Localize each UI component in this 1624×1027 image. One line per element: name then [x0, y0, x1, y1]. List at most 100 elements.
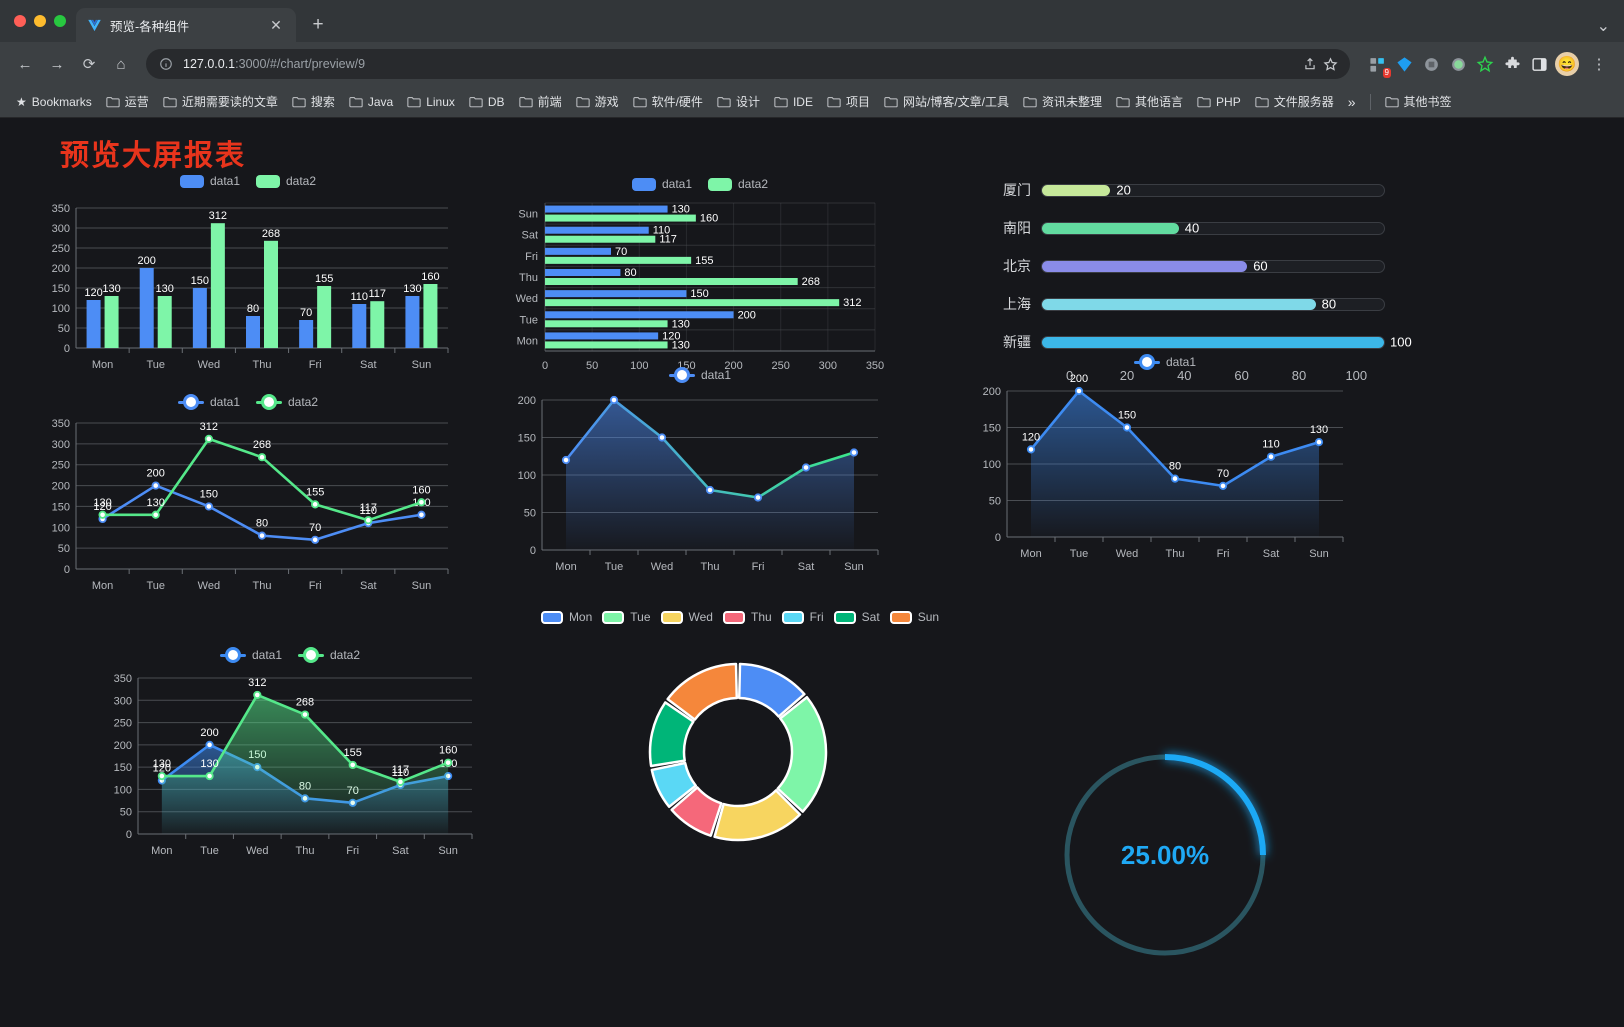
profile-avatar[interactable]: 😄: [1555, 52, 1579, 76]
bar-value-label: 268: [262, 228, 280, 240]
legend-item[interactable]: Wed: [660, 610, 713, 624]
clover-icon[interactable]: [1420, 53, 1442, 75]
legend-item[interactable]: Sat: [833, 610, 880, 624]
bookmark-item[interactable]: 网站/博客/文章/工具: [878, 90, 1015, 113]
back-button[interactable]: ←: [17, 55, 33, 73]
browser-tab[interactable]: 预览-各种组件 ✕: [76, 8, 296, 42]
legend-item[interactable]: Mon: [540, 610, 592, 624]
site-info-icon[interactable]: [158, 57, 173, 72]
legend-swatch: [889, 610, 912, 624]
data-point: [204, 502, 213, 511]
folder-icon: [518, 96, 533, 107]
bookmark-star-icon[interactable]: [1323, 56, 1338, 72]
bookmark-item[interactable]: 前端: [513, 90, 568, 113]
legend-item[interactable]: data1: [668, 368, 731, 382]
extensions-row: 9 😄 ⋮: [1360, 49, 1614, 79]
bookmark-item[interactable]: 近期需要读的文章: [157, 90, 284, 113]
x-tick-label: Mon: [151, 845, 172, 857]
sidepanel-icon[interactable]: [1528, 53, 1550, 75]
data-point: [801, 463, 811, 472]
progress-row[interactable]: 上海 80: [985, 294, 1385, 314]
bookmark-item[interactable]: 资讯未整理: [1017, 90, 1108, 113]
circle-green-icon[interactable]: [1447, 53, 1469, 75]
legend-item[interactable]: Thu: [722, 610, 772, 624]
home-button[interactable]: ⌂: [116, 55, 126, 73]
close-tab-button[interactable]: ✕: [270, 16, 282, 33]
legend-label: Sun: [917, 610, 940, 624]
chart-line-two-series[interactable]: data1 data2 0 50 100 150 200 250 300 350 Mon Tue W…: [28, 395, 468, 635]
new-tab-button[interactable]: +: [312, 14, 324, 35]
bookmark-item[interactable]: 设计: [711, 90, 766, 113]
legend-item[interactable]: data1: [179, 174, 240, 188]
chart-line-smooth[interactable]: data1 0 50 100 150 200 Mon Tue Wed Thu Fri Sat Sun: [500, 368, 900, 608]
data-point: [257, 531, 267, 540]
legend-item[interactable]: data1: [631, 177, 692, 191]
legend-swatch: [602, 610, 625, 624]
bookmarks-overflow-button[interactable]: »: [1347, 93, 1356, 110]
chart-area-single[interactable]: data1 0 50 100 150 200 Mon Tue Wed Thu Fri Sat Sun 1…: [965, 355, 1365, 595]
address-bar[interactable]: 127.0.0.1:3000/#/chart/preview/9: [146, 49, 1350, 79]
bookmark-item[interactable]: DB: [463, 92, 511, 112]
progress-row[interactable]: 厦门 20: [985, 180, 1385, 200]
line-smooth-plot: 0 50 100 150 200 Mon Tue Wed Thu Fri Sat Sun: [518, 395, 879, 573]
tab-list-chevron-icon[interactable]: ⌄: [1596, 18, 1610, 35]
bookmarks-label[interactable]: ★ Bookmarks: [10, 92, 98, 112]
data-point: [1074, 386, 1084, 396]
progress-row[interactable]: 北京 60: [985, 256, 1385, 276]
chart-donut[interactable]: Mon Tue Wed Thu Fri Sat Sun: [520, 610, 960, 900]
maximize-window-button[interactable]: [54, 15, 66, 27]
legend-item[interactable]: Sun: [889, 610, 940, 624]
legend-item[interactable]: data1: [177, 395, 240, 409]
bookmark-item[interactable]: 文件服务器: [1249, 90, 1340, 113]
legend-item[interactable]: Tue: [602, 610, 651, 624]
progress-row[interactable]: 南阳 40: [985, 218, 1385, 238]
x-tick-label: Thu: [701, 561, 720, 573]
browser-menu-button[interactable]: ⋮: [1591, 56, 1607, 73]
window-controls[interactable]: [12, 0, 76, 42]
chart-progress-bars[interactable]: 厦门 20 南阳 40 北京 60 上海 80 新疆 100 0 20 40 60 80 100: [985, 180, 1412, 460]
pie-slice: [713, 789, 802, 842]
bookmark-item[interactable]: Java: [343, 92, 399, 112]
legend-item[interactable]: data2: [256, 174, 316, 188]
bookmark-item[interactable]: PHP: [1191, 92, 1247, 112]
chart-area-two-series[interactable]: data1 data2 0 50 100 150 200 250 300 350 Mon Tue W…: [90, 648, 490, 898]
bar: [545, 332, 659, 340]
point-value-label: 155: [306, 486, 324, 498]
puzzle-icon[interactable]: [1501, 53, 1523, 75]
bookmark-item[interactable]: Linux: [401, 92, 461, 112]
gauge-arc: [1164, 754, 1266, 856]
legend-item[interactable]: data2: [256, 395, 318, 409]
bookmark-item[interactable]: 软件/硬件: [627, 90, 709, 113]
chart-bar-vertical[interactable]: data1 data2 0 50 100 150 200 250 300 350 Mon 120 1…: [28, 170, 468, 430]
y-tick-label: 150: [518, 433, 536, 445]
legend-item[interactable]: data1: [219, 648, 282, 662]
x-tick-label: Fri: [309, 580, 322, 592]
bookmark-item[interactable]: 运营: [100, 90, 155, 113]
close-window-button[interactable]: [14, 15, 26, 27]
minimize-window-button[interactable]: [34, 15, 46, 27]
chart-bar-horizontal[interactable]: data1 data2 0 50 100 150 200 250 300 350 Mon 120 1…: [500, 170, 900, 430]
legend-item[interactable]: data2: [708, 177, 768, 191]
extensions-grid-icon[interactable]: 9: [1366, 53, 1391, 78]
reload-button[interactable]: ⟳: [82, 56, 96, 73]
bookmark-item[interactable]: IDE: [768, 92, 819, 112]
chart-gauge[interactable]: 25.00%: [1020, 710, 1310, 1000]
legend-item[interactable]: data1: [1133, 355, 1196, 369]
bookmark-item[interactable]: 其他语言: [1110, 90, 1189, 113]
other-bookmarks-folder[interactable]: 其他书签: [1379, 90, 1458, 113]
forward-button[interactable]: →: [49, 55, 65, 73]
bar: [545, 256, 692, 264]
legend-item[interactable]: data2: [298, 648, 360, 662]
share-icon[interactable]: [1302, 57, 1317, 72]
star-outline-green-icon[interactable]: [1474, 53, 1496, 75]
x-tick-label: 0: [542, 360, 548, 372]
bookmark-item[interactable]: 游戏: [570, 90, 625, 113]
progress-row[interactable]: 新疆 100: [985, 332, 1412, 352]
x-tick-label: Thu: [253, 580, 272, 592]
url-path: :3000/#/chart/preview/9: [235, 57, 366, 71]
bookmark-item[interactable]: 搜索: [286, 90, 341, 113]
legend-item[interactable]: Fri: [781, 610, 824, 624]
diamond-icon[interactable]: [1393, 53, 1415, 75]
page-title: 预览大屏报表: [60, 140, 247, 172]
bookmark-item[interactable]: 项目: [821, 90, 876, 113]
